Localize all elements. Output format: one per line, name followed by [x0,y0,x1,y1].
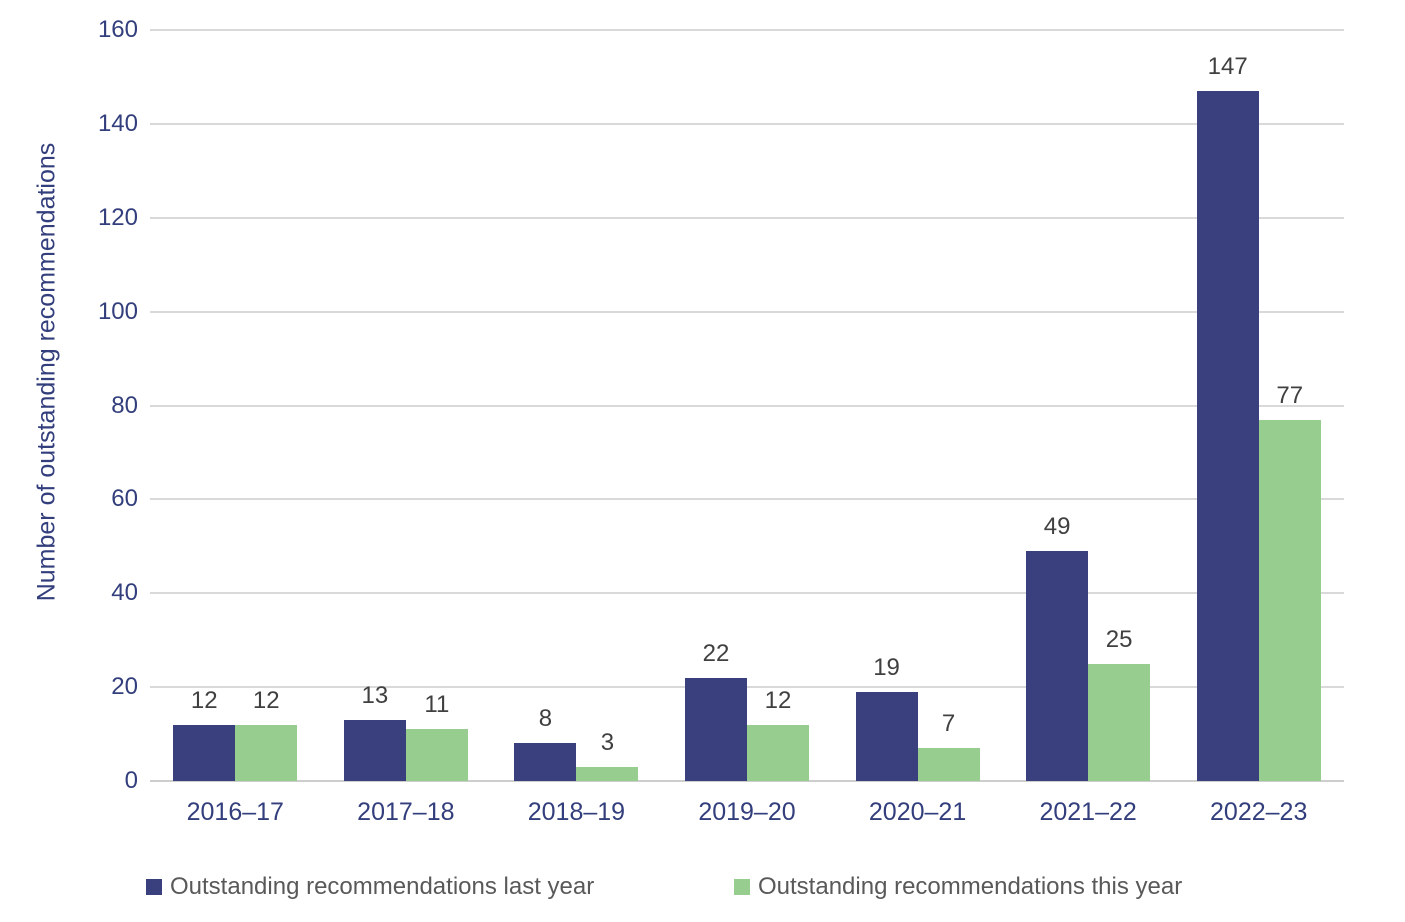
x-tick-label-2016–17: 2016–17 [186,798,284,826]
bar-label-this-year-2017–18: 11 [424,691,450,719]
bar-label-this-year-2020–21: 7 [941,710,956,738]
gridline-160 [150,29,1344,31]
gridline-80 [150,404,1344,407]
gridline-20 [150,686,1344,689]
bar-label-last-year-2018–19: 8 [538,705,553,733]
x-tick-label-2017–18: 2017–18 [357,798,455,826]
y-tick-label-160: 160 [97,16,138,43]
gridline-40 [150,592,1344,595]
bar-label-last-year-2022–23: 147 [1207,53,1248,81]
bar-this-year-2022–23 [1258,419,1321,781]
y-tick-label-0: 0 [124,767,138,794]
x-tick-label-2022–23: 2022–23 [1210,798,1308,826]
gridline-60 [150,498,1344,501]
bar-label-last-year-2016–17: 12 [190,686,218,714]
bar-last-year-2019–20 [685,677,747,781]
x-axis-line [150,780,1344,782]
legend-swatch-this-year-icon [734,879,750,895]
y-tick-label-20: 20 [111,673,138,701]
bar-label-last-year-2021–22: 49 [1043,513,1071,540]
bar-this-year-2016–17 [235,724,298,781]
bar-this-year-2020–21 [917,748,980,781]
x-tick-label-2019–20: 2019–20 [698,798,796,826]
bar-this-year-2021–22 [1088,663,1151,781]
y-tick-label-80: 80 [111,391,138,419]
legend-item-this-year: Outstanding recommendations this year [734,872,1182,902]
bar-label-last-year-2020–21: 19 [873,653,900,681]
bar-this-year-2017–18 [405,729,468,781]
bar-last-year-2022–23 [1196,91,1259,781]
bar-last-year-2016–17 [173,724,236,781]
gridline-120 [150,216,1344,219]
y-tick-label-100: 100 [97,297,138,325]
y-tick-label-140: 140 [97,109,138,137]
legend-label-last-year: Outstanding recommendations last year [170,873,595,900]
bar-last-year-2020–21 [855,691,918,781]
bar-label-this-year-2019–20: 12 [764,686,792,714]
bar-label-this-year-2016–17: 12 [252,686,280,714]
bar-this-year-2019–20 [747,724,809,781]
x-tick-label-2018–19: 2018–19 [527,798,626,826]
bar-last-year-2017–18 [343,719,406,781]
legend-swatch-last-year-icon [146,879,162,895]
x-tick-label-2021–22: 2021–22 [1039,798,1137,826]
y-tick-label-40: 40 [111,579,138,607]
bar-label-this-year-2022–23: 77 [1276,381,1304,409]
x-tick-label-2020–21: 2020–21 [868,798,967,826]
bar-last-year-2018–19 [514,743,577,781]
y-tick-label-120: 120 [97,203,138,231]
legend-item-last-year: Outstanding recommendations last year [146,872,594,902]
bar-last-year-2021–22 [1026,551,1089,781]
bar-this-year-2018–19 [576,766,639,781]
bar-label-last-year-2019–20: 22 [702,639,730,667]
bar-label-this-year-2021–22: 25 [1105,625,1133,653]
y-tick-label-60: 60 [111,485,138,513]
gridline-100 [150,310,1344,313]
gridline-140 [150,122,1344,125]
legend-label-this-year: Outstanding recommendations this year [758,873,1183,900]
bar-label-this-year-2018–19: 3 [600,728,615,756]
bar-label-last-year-2017–18: 13 [361,681,389,709]
